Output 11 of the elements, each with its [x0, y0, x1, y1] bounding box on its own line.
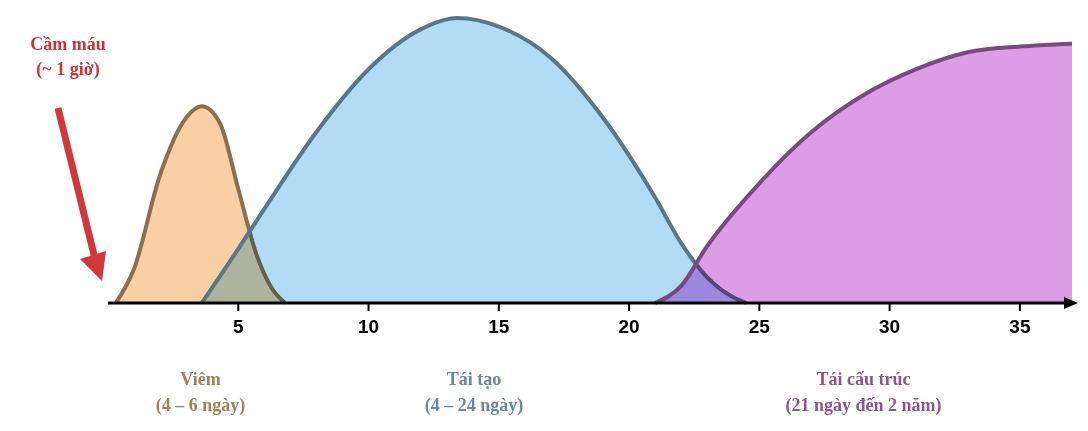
text: Viêm (4 – 6 ngày)	[155, 369, 246, 416]
x-tick-label: 5	[232, 316, 244, 337]
text: Cầm máu (~ 1 giờ)	[30, 34, 106, 80]
text: Tái tạo (4 – 24 ngày)	[424, 369, 524, 416]
x-tick-label: 25	[748, 316, 771, 337]
text: Tái cấu trúc (21 ngày đến 2 năm)	[785, 369, 942, 416]
x-tick-label: 20	[618, 316, 640, 337]
x-tick-label: 30	[879, 316, 901, 337]
x-tick-label: 15	[488, 316, 510, 337]
x-tick-label: 10	[357, 316, 380, 337]
x-tick-label: 35	[1009, 316, 1031, 337]
